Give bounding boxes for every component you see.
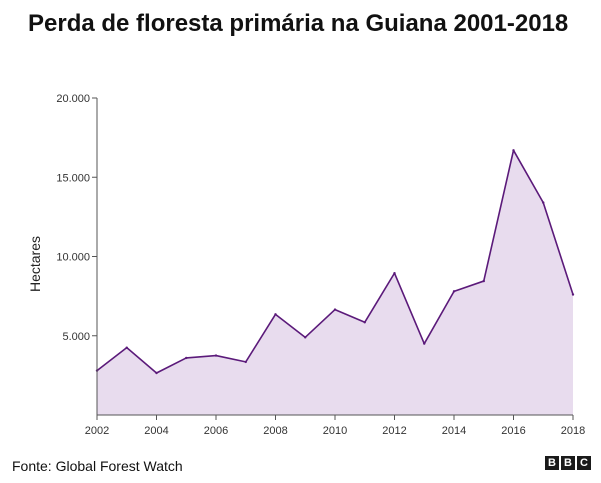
x-tick-label: 2008 xyxy=(263,425,287,437)
y-tick-label: 5.000 xyxy=(62,331,90,343)
x-tick-label: 2012 xyxy=(382,425,406,437)
x-tick-label: 2002 xyxy=(85,425,109,437)
data-point xyxy=(571,293,575,296)
chart-title: Perda de floresta primária na Guiana 200… xyxy=(28,10,569,37)
data-point xyxy=(244,360,247,364)
data-point xyxy=(125,346,128,349)
x-tick-label: 2004 xyxy=(144,425,168,437)
data-point xyxy=(333,308,337,311)
data-point xyxy=(363,321,366,324)
logo-letter: B xyxy=(561,456,575,470)
x-tick-label: 2016 xyxy=(501,425,525,437)
data-point xyxy=(542,201,545,204)
data-point xyxy=(423,342,426,345)
logo-letter: C xyxy=(577,456,591,470)
data-point xyxy=(155,371,158,375)
area-fill xyxy=(97,150,573,415)
x-tick-label: 2006 xyxy=(204,425,228,437)
data-point xyxy=(274,313,277,316)
data-point xyxy=(304,336,307,339)
bbc-logo: B B C xyxy=(545,456,591,470)
data-point xyxy=(482,279,485,283)
y-tick-label: 20.000 xyxy=(56,93,90,105)
data-point xyxy=(393,271,396,275)
x-tick-label: 2014 xyxy=(442,425,466,437)
data-point xyxy=(185,356,188,360)
logo-letter: B xyxy=(545,456,559,470)
data-point xyxy=(512,149,515,152)
y-tick-label: 15.000 xyxy=(56,172,90,184)
source-note: Fonte: Global Forest Watch xyxy=(12,458,183,474)
x-tick-label: 2010 xyxy=(323,425,347,437)
data-point xyxy=(214,354,218,357)
y-tick-label: 10.000 xyxy=(56,252,90,264)
x-tick-label: 2018 xyxy=(561,425,585,437)
data-point xyxy=(452,290,456,293)
